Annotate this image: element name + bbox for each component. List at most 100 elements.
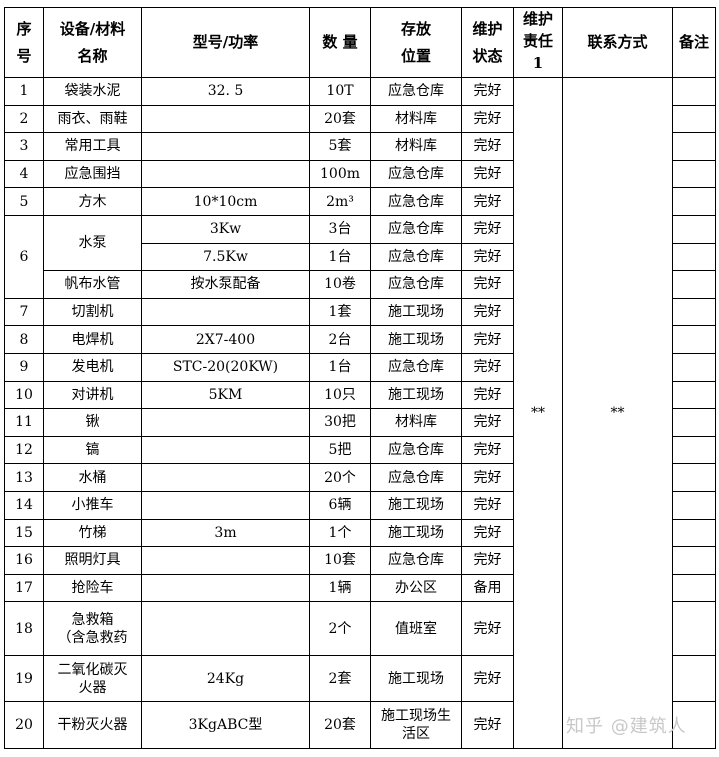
cell-status: 完好 bbox=[461, 463, 514, 492]
table-row: 13 水桶 20个 应急仓库 完好 bbox=[4, 463, 716, 492]
cell-model: 24Kg bbox=[141, 655, 310, 703]
cell-model: 2X7-400 bbox=[141, 325, 310, 354]
cell-remark bbox=[672, 187, 716, 216]
cell-name: 照明灯具 bbox=[43, 546, 142, 575]
cell-location: 应急仓库 bbox=[370, 77, 462, 106]
cell-name: 抢险车 bbox=[43, 573, 142, 603]
cell-model bbox=[141, 104, 310, 134]
table-row: 19 二氧化碳灭 火器 24Kg 2套 施工现场 完好 bbox=[4, 655, 716, 703]
cell-location: 施工现场 bbox=[370, 380, 462, 410]
cell-remark bbox=[672, 435, 716, 465]
cell-name: 锹 bbox=[43, 408, 142, 437]
cell-location: 应急仓库 bbox=[370, 352, 462, 382]
cell-location: 施工现场 bbox=[370, 325, 462, 354]
header-name: 设备/材料 名称 bbox=[43, 7, 142, 78]
cell-no: 18 bbox=[4, 601, 44, 657]
cell-qty: 20套 bbox=[309, 701, 371, 750]
cell-remark bbox=[672, 380, 716, 410]
cell-status: 完好 bbox=[461, 546, 514, 575]
cell-no: 15 bbox=[4, 518, 44, 548]
cell-remark bbox=[672, 104, 716, 134]
cell-no: 6 bbox=[4, 214, 44, 299]
cell-model: STC-20(20KW) bbox=[141, 352, 310, 382]
cell-model bbox=[141, 601, 310, 657]
cell-status: 完好 bbox=[461, 104, 514, 134]
cell-location: 应急仓库 bbox=[370, 187, 462, 216]
cell-qty: 1套 bbox=[309, 297, 371, 327]
cell-location: 应急仓库 bbox=[370, 214, 462, 244]
cell-name: 袋装水泥 bbox=[43, 77, 142, 106]
cell-name: 雨衣、雨鞋 bbox=[43, 104, 142, 134]
cell-remark bbox=[672, 408, 716, 437]
cell-no: 14 bbox=[4, 490, 44, 520]
cell-location: 应急仓库 bbox=[370, 546, 462, 575]
cell-name: 镐 bbox=[43, 435, 142, 465]
cell-no: 8 bbox=[4, 325, 44, 354]
cell-qty: 20套 bbox=[309, 104, 371, 134]
cell-location: 应急仓库 bbox=[370, 242, 462, 272]
cell-name: 水桶 bbox=[43, 463, 142, 492]
cell-qty: 6辆 bbox=[309, 490, 371, 520]
table-row: 2 雨衣、雨鞋 20套 材料库 完好 bbox=[4, 104, 716, 134]
cell-remark bbox=[672, 352, 716, 382]
cell-qty: 3台 bbox=[309, 214, 371, 244]
cell-location: 应急仓库 bbox=[370, 463, 462, 492]
table-row: 3 常用工具 5套 材料库 完好 bbox=[4, 132, 716, 161]
cell-qty: 5套 bbox=[309, 132, 371, 161]
cell-model bbox=[141, 408, 310, 437]
cell-name: 常用工具 bbox=[43, 132, 142, 161]
cell-remark bbox=[672, 463, 716, 492]
header-responsibility: 维护 责任 1 bbox=[513, 7, 563, 78]
table-row: 4 应急围挡 100m 应急仓库 完好 bbox=[4, 159, 716, 189]
cell-qty: 5把 bbox=[309, 435, 371, 465]
cell-no: 1 bbox=[4, 77, 44, 106]
cell-status: 完好 bbox=[461, 132, 514, 161]
cell-name: 帆布水管 bbox=[43, 270, 142, 299]
cell-model bbox=[141, 435, 310, 465]
cell-location: 值班室 bbox=[370, 601, 462, 657]
cell-qty: 10只 bbox=[309, 380, 371, 410]
cell-remark bbox=[672, 214, 716, 244]
cell-location: 施工现场 bbox=[370, 297, 462, 327]
cell-qty: 10T bbox=[309, 77, 371, 106]
cell-status: 完好 bbox=[461, 701, 514, 750]
cell-qty: 1台 bbox=[309, 242, 371, 272]
cell-model: 7.5Kw bbox=[141, 242, 310, 272]
header-status: 维护 状态 bbox=[461, 7, 514, 78]
cell-qty: 2m³ bbox=[309, 187, 371, 216]
cell-name: 切割机 bbox=[43, 297, 142, 327]
cell-status: 备用 bbox=[461, 573, 514, 603]
cell-no: 10 bbox=[4, 380, 44, 410]
table-row: 14 小推车 6辆 施工现场 完好 bbox=[4, 490, 716, 520]
cell-model: 10*10cm bbox=[141, 187, 310, 216]
header-contact: 联系方式 bbox=[562, 7, 673, 78]
cell-remark bbox=[672, 518, 716, 548]
cell-status: 完好 bbox=[461, 490, 514, 520]
cell-status: 完好 bbox=[461, 352, 514, 382]
cell-location: 应急仓库 bbox=[370, 435, 462, 465]
cell-name: 小推车 bbox=[43, 490, 142, 520]
cell-location: 材料库 bbox=[370, 408, 462, 437]
cell-remark bbox=[672, 701, 716, 750]
cell-model bbox=[141, 573, 310, 603]
table-row: 17 抢险车 1辆 办公区 备用 bbox=[4, 573, 716, 603]
cell-model: 3m bbox=[141, 518, 310, 548]
cell-no: 2 bbox=[4, 104, 44, 134]
cell-no: 12 bbox=[4, 435, 44, 465]
cell-location: 施工现场 bbox=[370, 655, 462, 703]
cell-name: 干粉灭火器 bbox=[43, 701, 142, 750]
cell-remark bbox=[672, 297, 716, 327]
cell-name: 竹梯 bbox=[43, 518, 142, 548]
table-row: 1 袋装水泥 32. 5 10T 应急仓库 完好 ** ** bbox=[4, 76, 716, 750]
table-row: 7 切割机 1套 施工现场 完好 bbox=[4, 297, 716, 327]
cell-qty: 1个 bbox=[309, 518, 371, 548]
cell-name: 方木 bbox=[43, 187, 142, 216]
cell-qty: 2个 bbox=[309, 601, 371, 657]
cell-remark bbox=[672, 490, 716, 520]
cell-model bbox=[141, 546, 310, 575]
cell-location: 应急仓库 bbox=[370, 270, 462, 299]
table-row: 12 镐 5把 应急仓库 完好 bbox=[4, 435, 716, 465]
header-qty: 数 量 bbox=[309, 7, 371, 78]
cell-status: 完好 bbox=[461, 297, 514, 327]
cell-remark bbox=[672, 270, 716, 299]
